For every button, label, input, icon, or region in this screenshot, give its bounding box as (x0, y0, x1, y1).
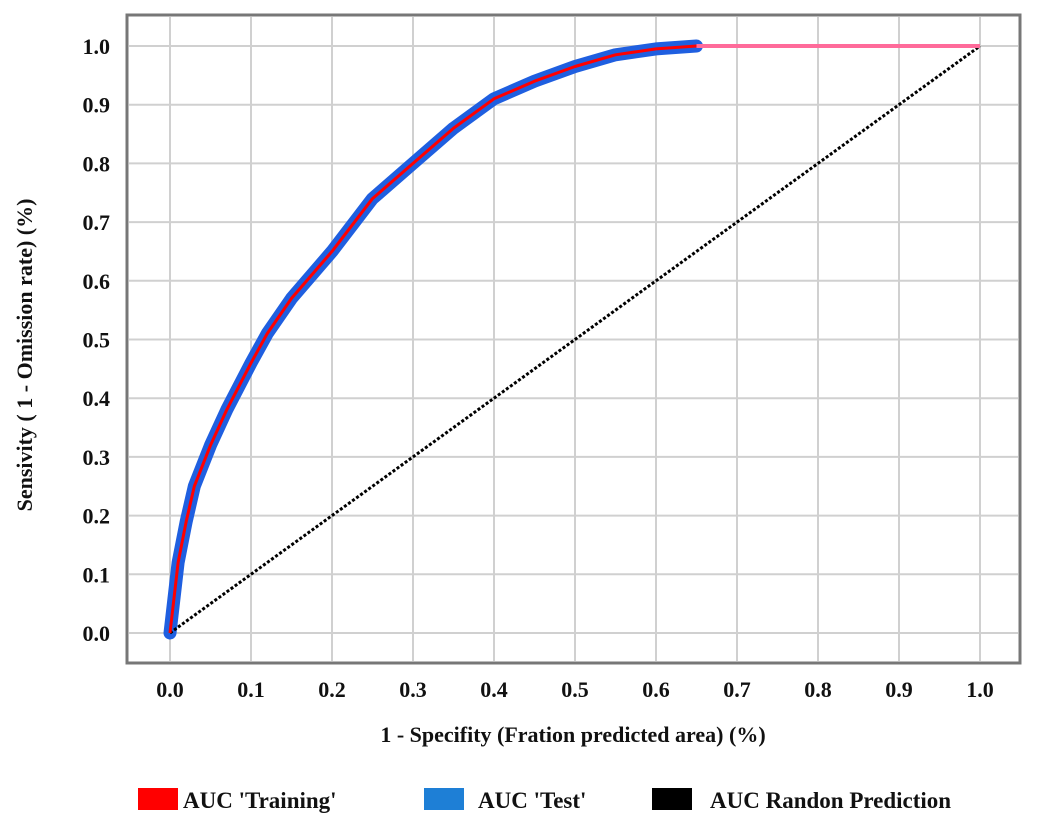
series-layer (163, 39, 981, 640)
y-tick-label: 0.2 (83, 504, 111, 529)
legend: AUC 'Training' AUC 'Test' AUC Randon Predi… (138, 788, 951, 813)
y-tick-label: 0.1 (83, 562, 111, 587)
x-tick-label: 0.3 (399, 677, 427, 702)
x-axis-title: 1 - Specifity (Fration predicted area) (… (380, 722, 765, 747)
legend-swatch (652, 788, 692, 810)
x-tick-label: 0.0 (156, 677, 184, 702)
x-tick-label: 1.0 (966, 677, 994, 702)
y-tick-label: 0.5 (83, 328, 111, 353)
y-tick-label: 1.0 (83, 34, 111, 59)
x-tick-label: 0.5 (561, 677, 589, 702)
x-tick-labels: 0.0 0.1 0.2 0.3 0.4 0.5 0.6 0.7 0.8 0.9 1.0 (156, 677, 994, 702)
y-tick-label: 0.3 (83, 445, 111, 470)
x-tick-label: 0.2 (318, 677, 346, 702)
legend-label: AUC Randon Prediction (710, 788, 951, 813)
y-tick-label: 0.7 (83, 210, 111, 235)
y-tick-label: 0.9 (83, 93, 111, 118)
legend-swatch (138, 788, 178, 810)
series-random-prediction (169, 44, 981, 635)
y-axis-title: Sensivity ( 1 - Omission rate) (%) (12, 199, 37, 512)
legend-label: AUC 'Training' (183, 788, 337, 813)
legend-label: AUC 'Test' (478, 788, 586, 813)
legend-swatch (424, 788, 464, 810)
y-tick-label: 0.6 (83, 269, 111, 294)
grid (129, 17, 1018, 661)
x-tick-label: 0.7 (723, 677, 751, 702)
y-tick-label: 0.8 (83, 151, 111, 176)
y-tick-label: 0.0 (83, 621, 111, 646)
x-tick-label: 0.4 (480, 677, 508, 702)
x-tick-label: 0.1 (237, 677, 265, 702)
y-tick-label: 0.4 (83, 386, 111, 411)
x-tick-label: 0.6 (642, 677, 670, 702)
x-tick-label: 0.8 (804, 677, 832, 702)
x-tick-label: 0.9 (885, 677, 913, 702)
y-tick-labels: 0.0 0.1 0.2 0.3 0.4 0.5 0.6 0.7 0.8 0.9 1.0 (83, 34, 111, 646)
